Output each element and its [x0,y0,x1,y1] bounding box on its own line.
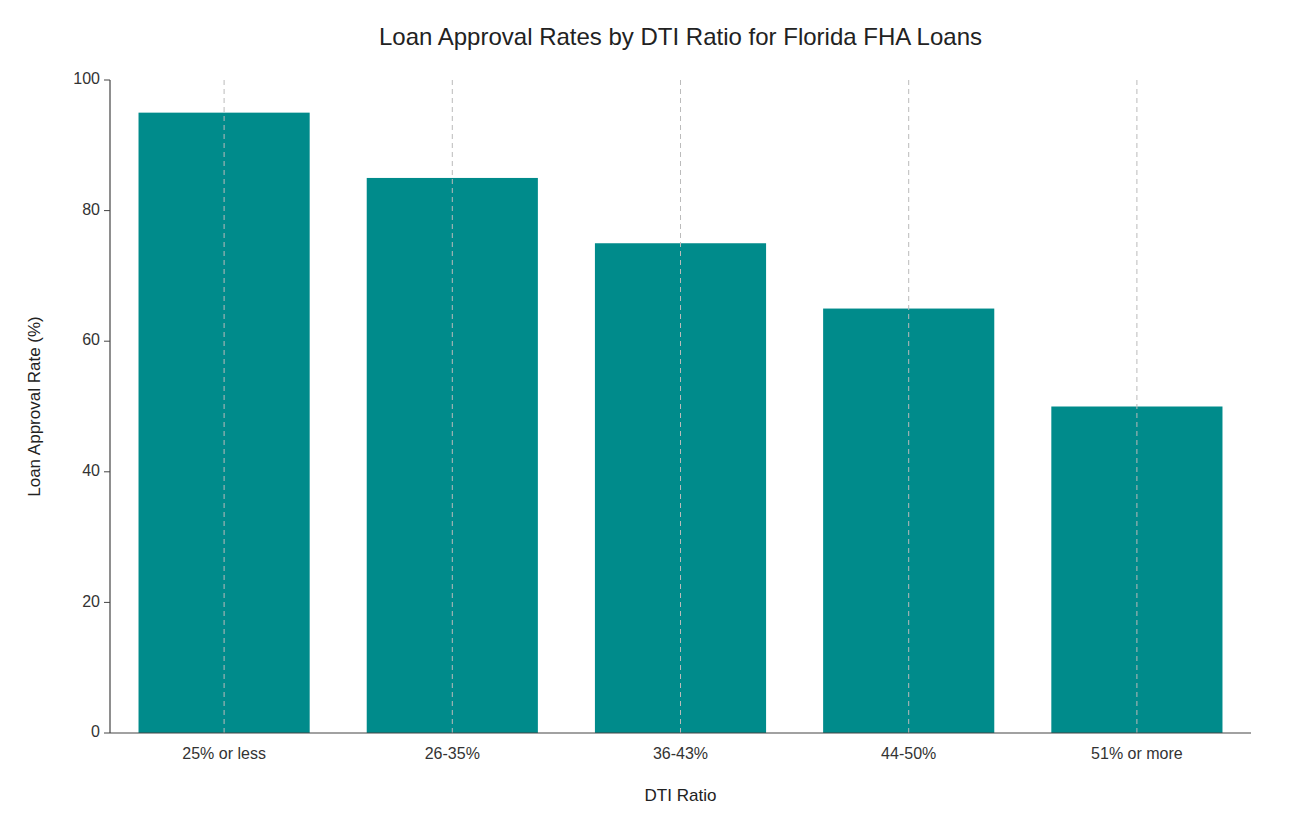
y-tick-label: 0 [91,723,100,740]
x-axis-line [110,732,1251,733]
y-tick-label: 80 [82,201,100,218]
y-tick [104,602,110,603]
y-tick [104,471,110,472]
y-axis: 0 20 40 60 80 100 [73,70,110,740]
y-tick-label: 40 [82,462,100,479]
y-tick [104,733,110,734]
x-axis-label: DTI Ratio [645,786,717,805]
y-axis-line [109,80,110,733]
x-tick-label: 26-35% [425,745,480,762]
title: Loan Approval Rates by DTI Ratio for Flo… [379,23,982,50]
x-tick-label: 25% or less [182,745,266,762]
grid-line [452,80,453,733]
grid-line [224,80,225,733]
grid [224,80,1137,733]
y-tick-label: 20 [82,593,100,610]
grid-line [1136,80,1137,733]
y-tick-label: 100 [73,70,100,87]
x-tick-label: 44-50% [881,745,936,762]
y-tick [104,341,110,342]
y-axis-label: Loan Approval Rate (%) [25,316,44,497]
x-tick-label: 51% or more [1091,745,1183,762]
x-tick-label: 36-43% [653,745,708,762]
x-axis: 25% or less 26-35% 36-43% 44-50% 51% or more [182,745,1182,762]
grid-line [908,80,909,733]
y-tick [104,210,110,211]
chart-container: Loan Approval Rates by DTI Ratio for Flo… [0,0,1291,833]
y-tick [104,80,110,81]
grid-line [680,80,681,733]
y-tick-label: 60 [82,331,100,348]
chart-svg: Loan Approval Rates by DTI Ratio for Flo… [0,0,1291,833]
